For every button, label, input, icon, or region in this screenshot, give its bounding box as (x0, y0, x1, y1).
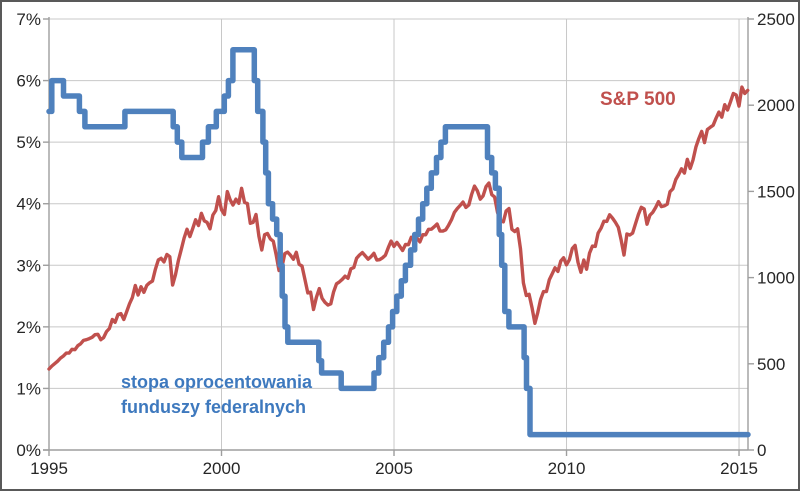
y-right-tick-label: 500 (757, 355, 785, 374)
y-left-tick-label: 0% (16, 441, 41, 460)
x-tick-label: 2015 (720, 459, 758, 478)
y-right-tick-label: 2500 (757, 10, 795, 29)
y-left-tick-label: 6% (16, 72, 41, 91)
y-right-tick-label: 1000 (757, 269, 795, 288)
x-tick-label: 2000 (203, 459, 241, 478)
x-tick-label: 2005 (375, 459, 413, 478)
y-right-tick-label: 0 (757, 441, 766, 460)
fedfunds-series-label: stopa oprocentowania funduszy federalnyc… (121, 370, 312, 420)
x-tick-label: 2010 (548, 459, 586, 478)
y-right-tick-label: 1500 (757, 182, 795, 201)
fedfunds-series-label-line2: funduszy federalnych (121, 397, 307, 417)
y-left-tick-label: 1% (16, 379, 41, 398)
y-left-tick-label: 2% (16, 318, 41, 337)
y-left-tick-label: 7% (16, 10, 41, 29)
y-left-tick-label: 3% (16, 256, 41, 275)
y-left-tick-label: 5% (16, 133, 41, 152)
y-left-tick-label: 4% (16, 195, 41, 214)
y-right-tick-label: 2000 (757, 96, 795, 115)
x-tick-label: 1995 (30, 459, 68, 478)
sp500-series-label: S&P 500 (600, 89, 676, 110)
fedfunds-line (46, 47, 751, 438)
sp500-line (47, 85, 750, 371)
fedfunds-series-label-line1: stopa oprocentowania (121, 372, 313, 392)
